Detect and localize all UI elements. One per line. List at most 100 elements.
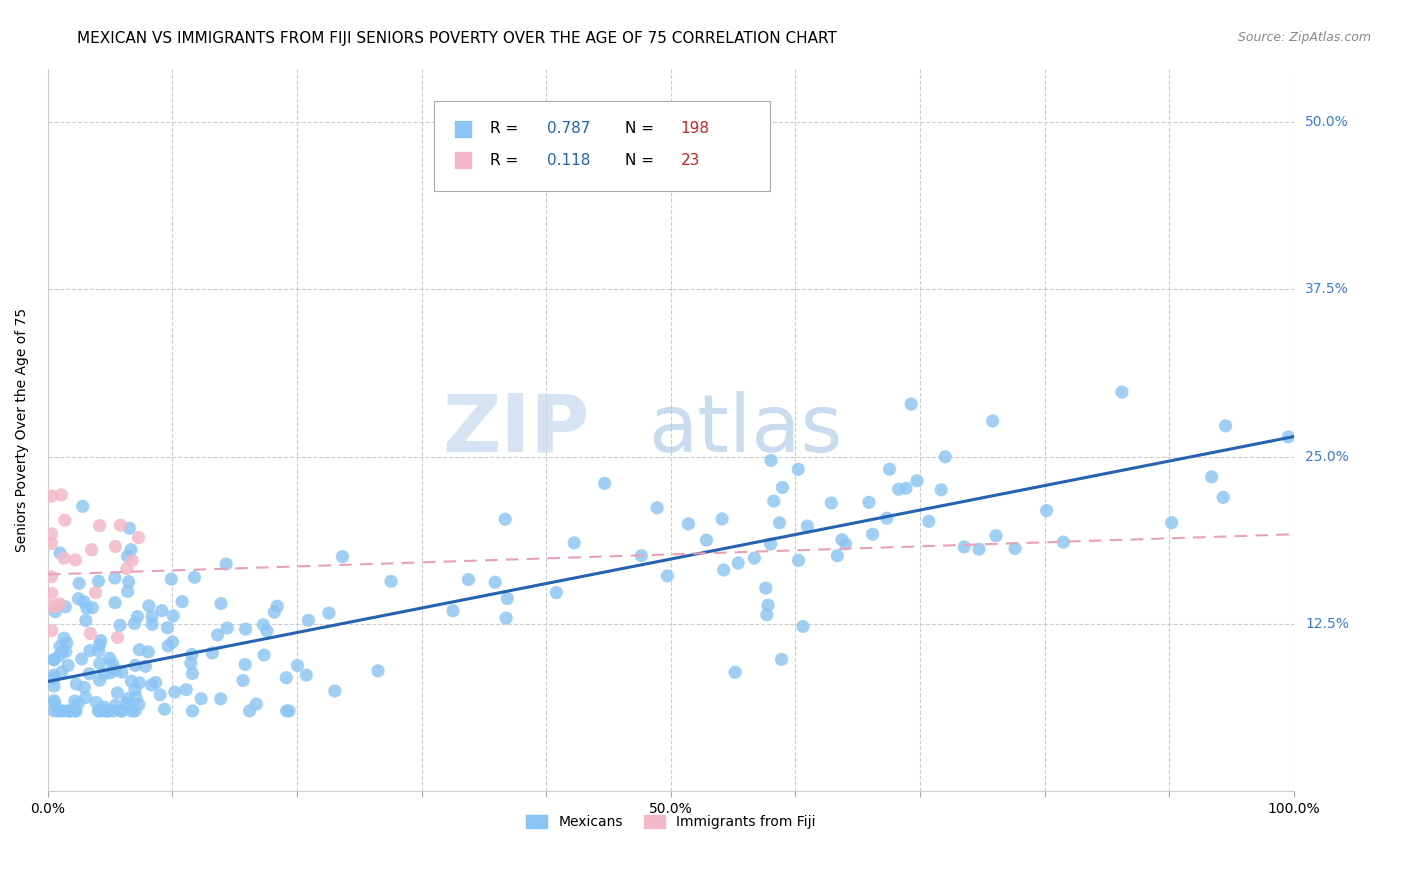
Point — [110, 518, 132, 533]
Point — [245, 697, 267, 711]
Point — [657, 569, 679, 583]
Point — [820, 496, 842, 510]
Point — [73, 595, 96, 609]
Point — [209, 691, 232, 706]
Point — [297, 613, 319, 627]
Point — [120, 542, 142, 557]
Point — [174, 682, 197, 697]
Point — [827, 549, 849, 563]
Point — [318, 606, 340, 620]
Point — [79, 626, 101, 640]
Point — [111, 665, 134, 680]
Point — [332, 549, 354, 564]
Point — [79, 643, 101, 657]
Point — [156, 621, 179, 635]
Point — [59, 704, 82, 718]
Point — [41, 586, 63, 600]
Point — [645, 500, 668, 515]
Point — [117, 691, 139, 706]
Legend: Mexicans, Immigrants from Fiji: Mexicans, Immigrants from Fiji — [520, 809, 821, 835]
Point — [128, 642, 150, 657]
Point — [862, 527, 884, 541]
Point — [93, 666, 115, 681]
Point — [1201, 470, 1223, 484]
Point — [792, 619, 814, 633]
Point — [755, 581, 778, 595]
Point — [49, 640, 72, 654]
Point — [678, 516, 700, 531]
Point — [115, 561, 138, 575]
Point — [42, 668, 65, 682]
Point — [209, 597, 232, 611]
Point — [762, 494, 785, 508]
Point — [252, 617, 274, 632]
Point — [120, 674, 142, 689]
Point — [124, 616, 146, 631]
Point — [128, 698, 150, 712]
Point — [53, 631, 76, 645]
Point — [63, 704, 86, 718]
Point — [929, 483, 952, 497]
Point — [1160, 516, 1182, 530]
Point — [52, 704, 75, 718]
Point — [124, 704, 146, 718]
Point — [727, 556, 749, 570]
Point — [495, 611, 517, 625]
Point — [42, 653, 65, 667]
Point — [127, 609, 149, 624]
Point — [97, 704, 120, 718]
Text: R =: R = — [491, 153, 523, 168]
Text: 50.0%: 50.0% — [1305, 115, 1348, 129]
Point — [323, 684, 346, 698]
Point — [278, 704, 301, 718]
Point — [42, 653, 65, 667]
Point — [107, 631, 129, 645]
Point — [125, 690, 148, 705]
Point — [266, 599, 288, 614]
Point — [494, 512, 516, 526]
Point — [121, 553, 143, 567]
Point — [900, 397, 922, 411]
Point — [711, 512, 734, 526]
Point — [183, 570, 205, 584]
Point — [89, 518, 111, 533]
Text: ZIP: ZIP — [443, 391, 589, 469]
Point — [138, 599, 160, 613]
Point — [759, 537, 782, 551]
Point — [287, 658, 309, 673]
Point — [72, 500, 94, 514]
Point — [1052, 535, 1074, 549]
Point — [162, 608, 184, 623]
Point — [755, 607, 778, 622]
Point — [484, 575, 506, 590]
Point — [770, 652, 793, 666]
Point — [53, 599, 76, 614]
Text: atlas: atlas — [648, 391, 842, 469]
Point — [49, 546, 72, 560]
Point — [49, 704, 72, 718]
Point — [94, 704, 117, 718]
Text: 0.118: 0.118 — [547, 153, 591, 168]
Point — [256, 624, 278, 638]
Point — [118, 521, 141, 535]
Point — [51, 665, 73, 679]
Point — [876, 511, 898, 525]
Point — [41, 489, 63, 503]
Point — [63, 694, 86, 708]
Point — [108, 618, 131, 632]
Point — [180, 657, 202, 671]
Point — [834, 537, 856, 551]
Point — [97, 704, 120, 718]
Point — [232, 673, 254, 688]
Point — [756, 599, 779, 613]
Point — [41, 526, 63, 541]
Point — [380, 574, 402, 589]
Point — [67, 576, 90, 591]
Point — [117, 549, 139, 564]
Point — [42, 704, 65, 718]
Point — [117, 574, 139, 589]
Point — [89, 673, 111, 688]
Point — [128, 675, 150, 690]
Point — [239, 704, 262, 718]
FancyBboxPatch shape — [434, 101, 770, 192]
